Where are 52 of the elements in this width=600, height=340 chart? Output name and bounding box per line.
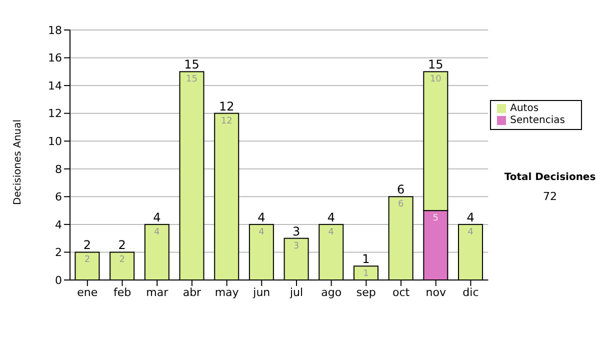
x-tick-label: ene — [77, 286, 98, 299]
total-label: 2 — [118, 238, 126, 252]
data-label: 5 — [432, 214, 439, 224]
data-label: 6 — [398, 200, 404, 210]
y-tick-label: 10 — [48, 135, 62, 148]
x-tick-label: feb — [113, 286, 132, 299]
x-tick-label: abr — [182, 286, 202, 299]
x-tick-label: dic — [462, 286, 479, 299]
total-label: 4 — [153, 210, 161, 224]
data-label: 3 — [293, 241, 300, 252]
y-tick-label: 16 — [48, 52, 62, 65]
total-label: 3 — [292, 224, 300, 238]
y-tick-label: 8 — [55, 162, 62, 176]
data-label: 15 — [186, 74, 198, 85]
x-tick-label: sep — [356, 286, 376, 299]
legend-label: Sentencias — [510, 115, 565, 126]
data-label: 10 — [430, 74, 442, 85]
x-tick-label: may — [214, 286, 240, 299]
data-label: 2 — [84, 255, 90, 266]
total-label: 4 — [327, 210, 335, 224]
total-label: 15 — [184, 58, 200, 72]
x-tick-label: ago — [321, 286, 342, 299]
text: Total Decisiones — [503, 172, 597, 183]
total-label: 6 — [397, 182, 405, 197]
total-label: 4 — [466, 210, 474, 224]
y-tick-label: 12 — [48, 107, 62, 120]
y-tick-label: 18 — [48, 24, 62, 37]
x-tick-label: jun — [252, 286, 270, 299]
data-label: 2 — [119, 255, 125, 266]
data-label: 4 — [258, 227, 265, 238]
data-label: 4 — [328, 227, 334, 238]
total-label: 2 — [83, 238, 92, 252]
data-label: 1 — [363, 269, 369, 280]
y-tick-label: 6 — [55, 190, 62, 204]
data-label: 4 — [154, 227, 160, 238]
total-label: 4 — [258, 210, 266, 224]
total-label: 1 — [362, 252, 370, 266]
y-axis-title: Decisiones Anual — [12, 119, 24, 205]
legend-label: Autos — [510, 103, 539, 114]
y-tick-label: 2 — [55, 246, 62, 260]
total-label: 12 — [218, 99, 234, 114]
data-label: 4 — [468, 227, 474, 238]
y-tick-label: 4 — [55, 218, 62, 232]
x-tick-label: oct — [392, 286, 410, 299]
x-tick-label: jul — [288, 286, 304, 299]
y-tick-label: 14 — [48, 79, 62, 92]
data-label: 12 — [220, 116, 232, 126]
x-tick-label: mar — [146, 286, 169, 299]
text: 72 — [542, 190, 558, 203]
y-tick-label: 0 — [55, 274, 62, 287]
x-tick-label: nov — [426, 286, 446, 299]
total-label: 15 — [428, 58, 444, 72]
